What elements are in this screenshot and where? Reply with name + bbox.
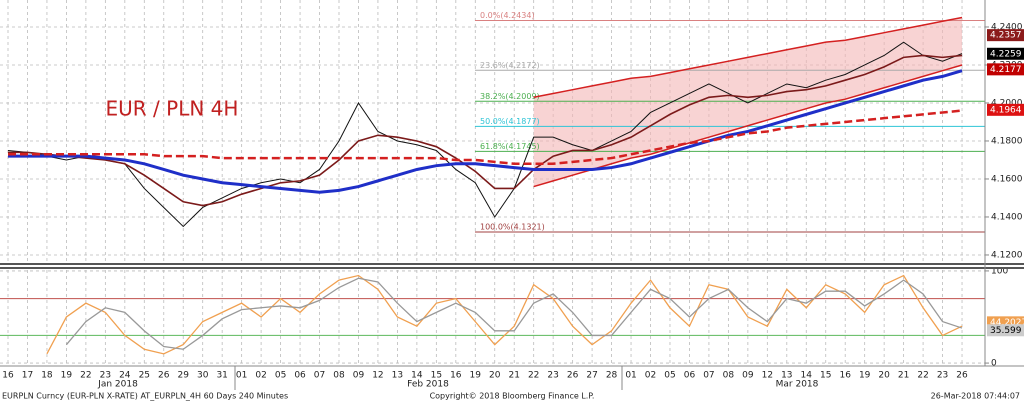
x-tick-label: 06 (684, 371, 696, 381)
x-tick-label: 29 (178, 371, 190, 381)
x-tick-label: 19 (61, 371, 73, 381)
price-flag-label: 4.2177 (990, 65, 1022, 75)
x-tick-label: 22 (917, 371, 928, 381)
price-flag (987, 324, 1024, 337)
channel-area (533, 17, 963, 187)
price-flag (987, 47, 1024, 60)
x-tick-label: 13 (781, 371, 792, 381)
x-tick-label: 22 (528, 371, 539, 381)
x-tick-label: 17 (22, 371, 33, 381)
fib-label: 100.0%(4.1321) (480, 222, 545, 231)
x-tick-label: 20 (489, 371, 501, 381)
series-line (7, 41, 963, 228)
x-tick-label: 26 (158, 371, 170, 381)
y-tick-label: 100 (991, 266, 1008, 276)
series-line (533, 64, 963, 188)
x-tick-label: 26 (956, 371, 968, 381)
x-tick-label: 13 (392, 371, 403, 381)
footer-left: EURPLN Curncy (EUR-PLN X-RATE) AT_EURPLN… (2, 392, 288, 401)
x-tick-label: 15 (820, 371, 831, 381)
x-tick-label: 08 (723, 371, 735, 381)
x-tick-label: 28 (606, 371, 618, 381)
x-tick-label: 23 (547, 371, 558, 381)
x-tick-label: 15 (431, 371, 442, 381)
price-flag-label: 4.2357 (990, 31, 1022, 41)
fib-label: 61.8%(4.1745) (480, 142, 540, 151)
x-tick-label: 19 (470, 371, 482, 381)
x-tick-label: 26 (567, 371, 579, 381)
footer-right: 26-Mar-2018 07:44:07 (931, 392, 1020, 401)
month-label: Mar 2018 (776, 380, 819, 390)
x-tick-label: 08 (333, 371, 345, 381)
x-tick-label: 23 (937, 371, 948, 381)
x-tick-label: 21 (508, 371, 519, 381)
x-tick-label: 01 (625, 371, 636, 381)
series-line (65, 277, 963, 350)
series-line (8, 109, 963, 166)
x-tick-label: 25 (139, 371, 150, 381)
x-tick-label: 06 (294, 371, 306, 381)
price-flag-label: 4.1964 (990, 105, 1022, 115)
price-flag (987, 63, 1024, 76)
chart-title: EUR / PLN 4H (106, 97, 239, 121)
fib-label: 23.6%(4.2172) (480, 61, 540, 70)
x-tick-label: 14 (801, 371, 813, 381)
x-tick-label: 27 (586, 371, 597, 381)
x-tick-label: 23 (100, 371, 111, 381)
price-flag (987, 103, 1024, 116)
x-tick-label: 07 (703, 371, 714, 381)
series-line (533, 16, 963, 99)
x-tick-label: 01 (236, 371, 247, 381)
x-tick-label: 16 (839, 371, 851, 381)
series-line (8, 69, 963, 194)
fib-label: 50.0%(4.1877) (480, 117, 540, 126)
x-tick-label: 09 (353, 371, 365, 381)
month-label: Feb 2018 (407, 380, 449, 390)
x-tick-label: 18 (41, 371, 53, 381)
y-tick-label: 4.1200 (991, 250, 1023, 260)
x-tick-label: 02 (255, 371, 266, 381)
month-label: Jan 2018 (97, 380, 138, 390)
x-tick-label: 05 (664, 371, 675, 381)
x-tick-label: 05 (275, 371, 286, 381)
x-tick-label: 16 (450, 371, 462, 381)
x-tick-label: 21 (898, 371, 909, 381)
price-pane: 4.24004.22004.20004.18004.16004.14004.12… (0, 0, 1024, 262)
x-tick-label: 09 (742, 371, 754, 381)
x-tick-label: 07 (314, 371, 325, 381)
price-flag-label: 4.2259 (990, 49, 1022, 59)
series-line (8, 54, 963, 207)
y-tick-label: 4.1800 (991, 136, 1023, 146)
fib-label: 38.2%(4.2009) (480, 92, 540, 101)
price-flag-label: 35.599 (990, 326, 1022, 336)
x-tick-label: 30 (197, 371, 209, 381)
series-line (46, 274, 963, 355)
x-tick-label: 14 (411, 371, 423, 381)
x-tick-label: 12 (762, 371, 773, 381)
fib-label: 0.0%(4.2434) (480, 11, 535, 20)
x-tick-label: 12 (372, 371, 383, 381)
x-tick-label: 22 (80, 371, 91, 381)
y-tick-label: 4.2000 (991, 98, 1023, 108)
x-tick-label: 20 (878, 371, 890, 381)
y-tick-label: 4.2400 (991, 22, 1023, 32)
x-tick-label: 31 (216, 371, 227, 381)
x-tick-label: 24 (119, 371, 131, 381)
x-tick-label: 19 (859, 371, 871, 381)
y-tick-label: 4.1600 (991, 174, 1023, 184)
y-tick-label: 0 (991, 359, 997, 369)
y-tick-label: 4.1400 (991, 212, 1023, 222)
footer-center: Copyright© 2018 Bloomberg Finance L.P. (430, 392, 595, 401)
x-tick-label: 02 (645, 371, 656, 381)
x-tick-label: 16 (2, 371, 14, 381)
price-flag (987, 29, 1024, 42)
price-flag-label: 44.2027 (990, 318, 1024, 328)
